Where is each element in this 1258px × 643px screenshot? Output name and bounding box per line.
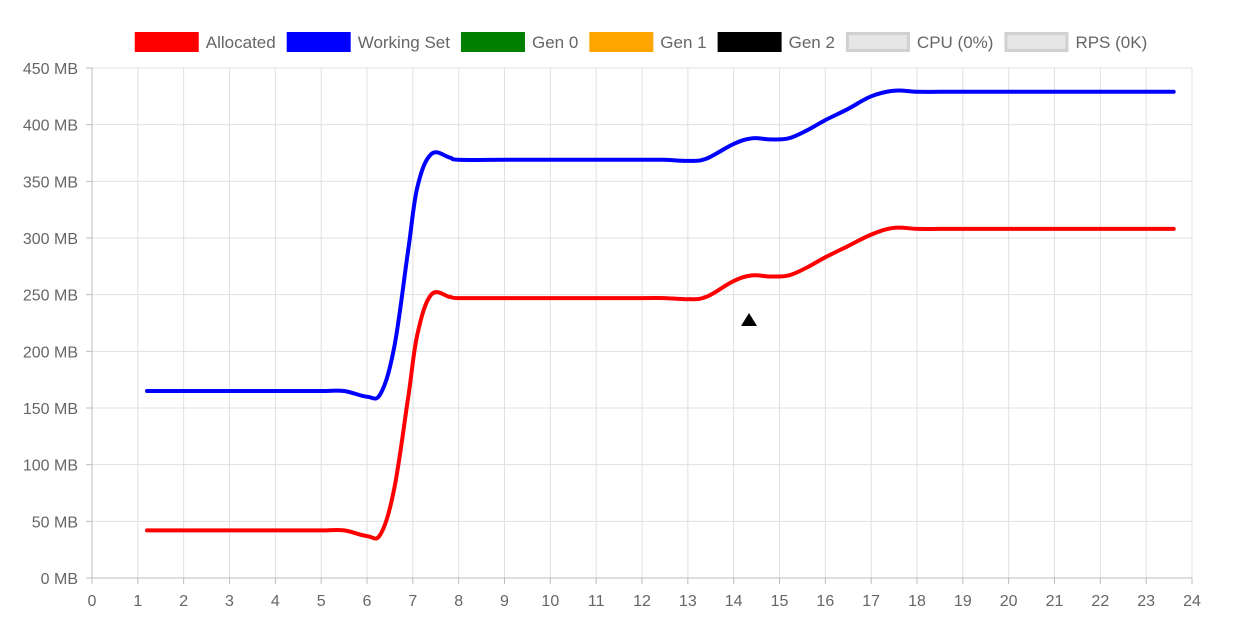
legend-label: Gen 1 xyxy=(660,33,706,52)
y-tick-label: 50 MB xyxy=(32,514,78,531)
legend-swatch xyxy=(460,32,525,52)
x-tick-label: 4 xyxy=(271,593,280,610)
y-tick-label: 400 MB xyxy=(23,118,78,135)
y-tick-label: 350 MB xyxy=(23,174,78,191)
x-tick-label: 17 xyxy=(862,593,880,610)
x-tick-label: 9 xyxy=(500,593,509,610)
legend-swatch xyxy=(134,32,199,52)
x-tick-label: 2 xyxy=(179,593,188,610)
x-tick-label: 20 xyxy=(1000,593,1018,610)
legend-label: Gen 0 xyxy=(532,33,578,52)
x-tick-label: 7 xyxy=(408,593,417,610)
x-tick-label: 23 xyxy=(1137,593,1155,610)
x-tick-label: 6 xyxy=(363,593,372,610)
pointer-cursor-icon xyxy=(741,313,757,326)
x-tick-label: 24 xyxy=(1183,593,1201,610)
legend-item-gen-0[interactable]: Gen 0 xyxy=(460,32,578,52)
legend-label: CPU (0%) xyxy=(917,33,994,52)
y-tick-label: 450 MB xyxy=(23,61,78,78)
x-tick-label: 3 xyxy=(225,593,234,610)
x-tick-label: 11 xyxy=(588,593,605,610)
x-tick-label: 8 xyxy=(454,593,463,610)
chart-legend: Allocated Working Set Gen 0 Gen 1 Gen 2 CPU (… xyxy=(134,32,1147,52)
legend-label: Allocated xyxy=(206,33,276,52)
x-tick-label: 0 xyxy=(88,593,97,610)
x-tick-label: 19 xyxy=(954,593,972,610)
legend-label: RPS (0K) xyxy=(1075,33,1147,52)
series-line-allocated xyxy=(145,225,1176,541)
y-tick-label: 0 MB xyxy=(41,571,78,588)
legend-item-gen-1[interactable]: Gen 1 xyxy=(589,32,707,52)
legend-swatch xyxy=(1004,32,1069,52)
legend-swatch xyxy=(845,32,910,52)
x-tick-label: 18 xyxy=(908,593,926,610)
x-axis: 0 1 2 3 4 5 6 7 8 9 10 11 12 13 14 15 16 17 18 19 20 21 22 23 24 xyxy=(86,577,1201,610)
legend-item-cpu-0-[interactable]: CPU (0%) xyxy=(845,32,994,52)
y-tick-label: 250 MB xyxy=(23,288,78,305)
x-tick-label: 22 xyxy=(1091,593,1109,610)
y-axis: 0 MB 50 MB 100 MB 150 MB 200 MB 250 MB 300 MB 3… xyxy=(23,61,93,588)
y-tick-label: 150 MB xyxy=(23,401,78,418)
x-tick-label: 5 xyxy=(317,593,326,610)
y-tick-label: 200 MB xyxy=(23,344,78,361)
legend-label: Gen 2 xyxy=(789,33,835,52)
plot-area xyxy=(145,88,1176,541)
y-tick-label: 300 MB xyxy=(23,231,78,248)
legend-item-rps-0k-[interactable]: RPS (0K) xyxy=(1004,32,1147,52)
legend-swatch xyxy=(589,32,654,52)
chart-grid xyxy=(91,67,1193,579)
y-tick-label: 100 MB xyxy=(23,458,78,475)
legend-item-allocated[interactable]: Allocated xyxy=(134,32,276,52)
x-tick-label: 1 xyxy=(133,593,142,610)
x-tick-label: 16 xyxy=(816,593,834,610)
series-line-working-set xyxy=(145,88,1176,401)
legend-swatch xyxy=(286,32,351,52)
x-tick-label: 21 xyxy=(1046,593,1064,610)
legend-label: Working Set xyxy=(358,33,451,52)
x-tick-label: 14 xyxy=(725,593,743,610)
legend-swatch xyxy=(717,32,782,52)
x-tick-label: 13 xyxy=(679,593,697,610)
x-tick-label: 15 xyxy=(771,593,789,610)
legend-item-working-set[interactable]: Working Set xyxy=(286,32,451,52)
x-tick-label: 12 xyxy=(633,593,651,610)
legend-item-gen-2[interactable]: Gen 2 xyxy=(717,32,835,52)
x-tick-label: 10 xyxy=(541,593,559,610)
